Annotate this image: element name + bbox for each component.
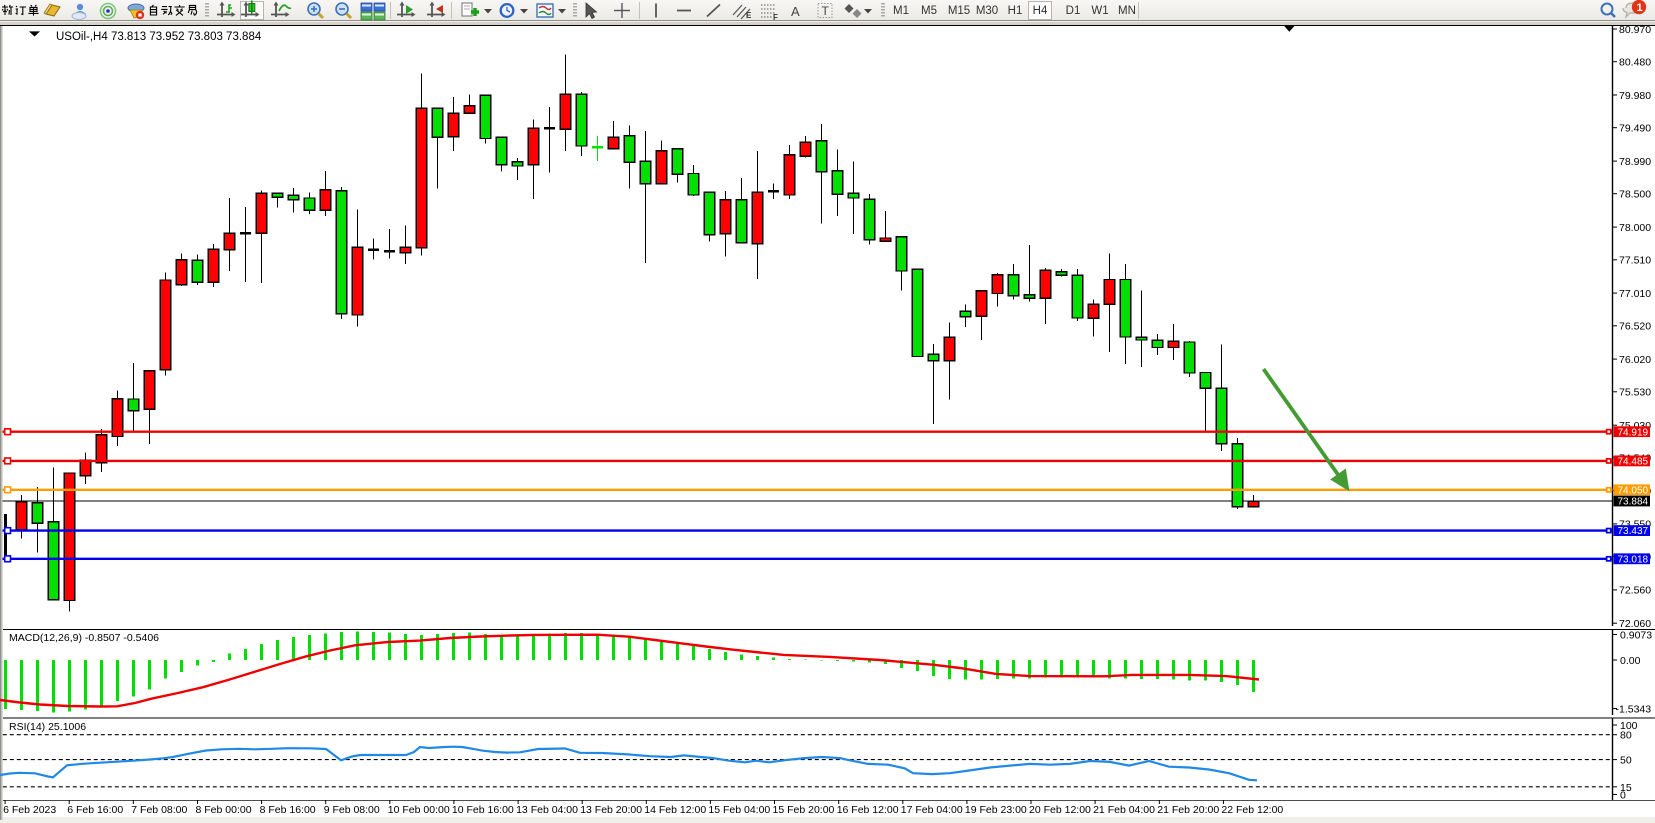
svg-text:17 Feb 04:00: 17 Feb 04:00 bbox=[901, 804, 963, 816]
svg-text:80.970: 80.970 bbox=[1619, 24, 1651, 36]
svg-text:6 Feb 16:00: 6 Feb 16:00 bbox=[67, 804, 123, 816]
svg-text:20 Feb 12:00: 20 Feb 12:00 bbox=[1029, 804, 1091, 816]
svg-text:8 Feb 16:00: 8 Feb 16:00 bbox=[260, 804, 316, 816]
svg-text:8 Feb 00:00: 8 Feb 00:00 bbox=[196, 804, 252, 816]
svg-text:78.990: 78.990 bbox=[1619, 156, 1651, 168]
svg-text:77.510: 77.510 bbox=[1619, 255, 1651, 267]
svg-text:72.060: 72.060 bbox=[1619, 618, 1651, 630]
svg-text:9 Feb 08:00: 9 Feb 08:00 bbox=[324, 804, 380, 816]
svg-text:19 Feb 23:00: 19 Feb 23:00 bbox=[965, 804, 1027, 816]
svg-text:76.020: 76.020 bbox=[1619, 354, 1651, 366]
svg-text:74.919: 74.919 bbox=[1618, 427, 1649, 438]
svg-text:13 Feb 04:00: 13 Feb 04:00 bbox=[516, 804, 578, 816]
svg-text:74.050: 74.050 bbox=[1618, 485, 1649, 496]
svg-text:15 Feb 20:00: 15 Feb 20:00 bbox=[773, 804, 835, 816]
svg-text:E: E bbox=[746, 11, 752, 20]
svg-text:A: A bbox=[791, 4, 800, 19]
svg-text:76.520: 76.520 bbox=[1619, 321, 1651, 333]
svg-text:73.437: 73.437 bbox=[1618, 526, 1649, 537]
svg-text:74.485: 74.485 bbox=[1618, 457, 1649, 468]
svg-text:RSI(14) 25.1006: RSI(14) 25.1006 bbox=[9, 721, 86, 733]
svg-text:F: F bbox=[773, 13, 778, 22]
svg-text:73.018: 73.018 bbox=[1618, 554, 1649, 565]
svg-text:73.884: 73.884 bbox=[1618, 497, 1649, 508]
svg-text:15 Feb 04:00: 15 Feb 04:00 bbox=[708, 804, 770, 816]
svg-text:14 Feb 12:00: 14 Feb 12:00 bbox=[644, 804, 706, 816]
svg-text:0.9073: 0.9073 bbox=[1620, 630, 1652, 642]
svg-text:80.480: 80.480 bbox=[1619, 57, 1651, 69]
svg-text:100: 100 bbox=[1620, 720, 1638, 732]
svg-text:80: 80 bbox=[1620, 730, 1632, 742]
svg-text:MACD(12,26,9) -0.8507 -0.5406: MACD(12,26,9) -0.8507 -0.5406 bbox=[9, 632, 159, 644]
svg-text:0.00: 0.00 bbox=[1620, 655, 1641, 667]
svg-text:21 Feb 20:00: 21 Feb 20:00 bbox=[1157, 804, 1219, 816]
svg-text:50: 50 bbox=[1620, 755, 1632, 767]
svg-text:78.500: 78.500 bbox=[1619, 189, 1651, 201]
svg-text:-1.5343: -1.5343 bbox=[1616, 704, 1652, 716]
svg-text:USOil-,H4 73.813 73.952 73.80: USOil-,H4 73.813 73.952 73.803 73.884 bbox=[56, 31, 262, 43]
svg-text:6 Feb 2023: 6 Feb 2023 bbox=[3, 804, 56, 816]
svg-text:10 Feb 16:00: 10 Feb 16:00 bbox=[452, 804, 514, 816]
svg-text:77.010: 77.010 bbox=[1619, 288, 1651, 300]
svg-text:78.000: 78.000 bbox=[1619, 222, 1651, 234]
svg-text:1: 1 bbox=[1637, 2, 1643, 14]
svg-text:T: T bbox=[822, 4, 830, 18]
svg-text:75.530: 75.530 bbox=[1619, 387, 1651, 399]
svg-text:16 Feb 12:00: 16 Feb 12:00 bbox=[837, 804, 899, 816]
svg-text:7 Feb 08:00: 7 Feb 08:00 bbox=[131, 804, 187, 816]
svg-text:79.980: 79.980 bbox=[1619, 90, 1651, 102]
svg-text:13 Feb 20:00: 13 Feb 20:00 bbox=[580, 804, 642, 816]
svg-text:22 Feb 12:00: 22 Feb 12:00 bbox=[1221, 804, 1283, 816]
svg-text:10 Feb 00:00: 10 Feb 00:00 bbox=[388, 804, 450, 816]
svg-text:15: 15 bbox=[1620, 782, 1632, 794]
svg-text:0: 0 bbox=[1620, 789, 1626, 801]
svg-text:72.560: 72.560 bbox=[1619, 585, 1651, 597]
svg-text:21 Feb 04:00: 21 Feb 04:00 bbox=[1093, 804, 1155, 816]
svg-text:79.490: 79.490 bbox=[1619, 123, 1651, 135]
